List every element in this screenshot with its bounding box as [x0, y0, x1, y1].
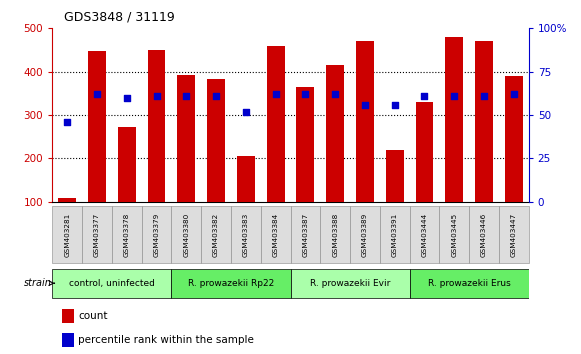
FancyBboxPatch shape	[499, 206, 529, 263]
Bar	[207, 80, 225, 202]
FancyBboxPatch shape	[380, 206, 410, 263]
Text: strain: strain	[24, 278, 52, 288]
Text: GSM403447: GSM403447	[511, 212, 517, 257]
Point	[241, 109, 250, 114]
FancyBboxPatch shape	[201, 206, 231, 263]
Text: GSM403379: GSM403379	[153, 212, 160, 257]
Bar	[177, 75, 195, 202]
Text: GSM403387: GSM403387	[302, 212, 309, 257]
Bar	[148, 50, 166, 202]
Point	[152, 93, 161, 99]
FancyBboxPatch shape	[439, 206, 469, 263]
Text: GSM403389: GSM403389	[362, 212, 368, 257]
Bar	[88, 51, 106, 202]
Text: GDS3848 / 31119: GDS3848 / 31119	[64, 11, 175, 24]
Text: percentile rank within the sample: percentile rank within the sample	[78, 335, 254, 345]
Bar	[296, 87, 314, 202]
FancyBboxPatch shape	[52, 269, 171, 297]
Text: GSM403377: GSM403377	[94, 212, 100, 257]
FancyBboxPatch shape	[410, 206, 439, 263]
Point	[271, 91, 280, 97]
Bar	[475, 41, 493, 202]
Bar	[386, 150, 404, 202]
Bar	[118, 127, 136, 202]
FancyBboxPatch shape	[82, 206, 112, 263]
Point	[92, 91, 102, 97]
Text: control, uninfected: control, uninfected	[69, 279, 155, 288]
Text: GSM403384: GSM403384	[272, 212, 279, 257]
Text: GSM403380: GSM403380	[183, 212, 189, 257]
Point	[331, 91, 340, 97]
Text: GSM403391: GSM403391	[392, 212, 398, 257]
Bar	[415, 102, 433, 202]
Bar	[62, 309, 74, 323]
FancyBboxPatch shape	[142, 206, 171, 263]
Text: count: count	[78, 311, 108, 321]
FancyBboxPatch shape	[320, 206, 350, 263]
FancyBboxPatch shape	[350, 206, 380, 263]
Bar	[267, 46, 285, 202]
Text: GSM403444: GSM403444	[421, 212, 428, 257]
Point	[509, 91, 518, 97]
Point	[450, 93, 459, 99]
Text: GSM403378: GSM403378	[124, 212, 130, 257]
Bar	[446, 37, 463, 202]
Point	[122, 95, 131, 101]
Bar	[327, 65, 344, 202]
FancyBboxPatch shape	[290, 269, 410, 297]
FancyBboxPatch shape	[171, 206, 201, 263]
Text: GSM403446: GSM403446	[481, 212, 487, 257]
Point	[301, 91, 310, 97]
FancyBboxPatch shape	[261, 206, 290, 263]
Text: R. prowazekii Rp22: R. prowazekii Rp22	[188, 279, 274, 288]
Bar	[505, 76, 523, 202]
Text: GSM403382: GSM403382	[213, 212, 219, 257]
Point	[479, 93, 489, 99]
FancyBboxPatch shape	[231, 206, 261, 263]
Bar	[58, 198, 76, 202]
FancyBboxPatch shape	[290, 206, 320, 263]
Point	[390, 102, 399, 108]
FancyBboxPatch shape	[52, 206, 82, 263]
Text: GSM403445: GSM403445	[451, 212, 457, 257]
Text: R. prowazekii Evir: R. prowazekii Evir	[310, 279, 390, 288]
Point	[182, 93, 191, 99]
Bar	[356, 41, 374, 202]
Point	[211, 93, 221, 99]
FancyBboxPatch shape	[469, 206, 499, 263]
Text: GSM403281: GSM403281	[64, 212, 70, 257]
Text: GSM403383: GSM403383	[243, 212, 249, 257]
Point	[420, 93, 429, 99]
FancyBboxPatch shape	[171, 269, 290, 297]
FancyBboxPatch shape	[112, 206, 142, 263]
Bar	[237, 156, 254, 202]
Point	[63, 119, 72, 125]
Bar	[62, 333, 74, 347]
Text: R. prowazekii Erus: R. prowazekii Erus	[428, 279, 511, 288]
FancyBboxPatch shape	[410, 269, 529, 297]
Point	[360, 102, 370, 108]
Text: GSM403388: GSM403388	[332, 212, 338, 257]
